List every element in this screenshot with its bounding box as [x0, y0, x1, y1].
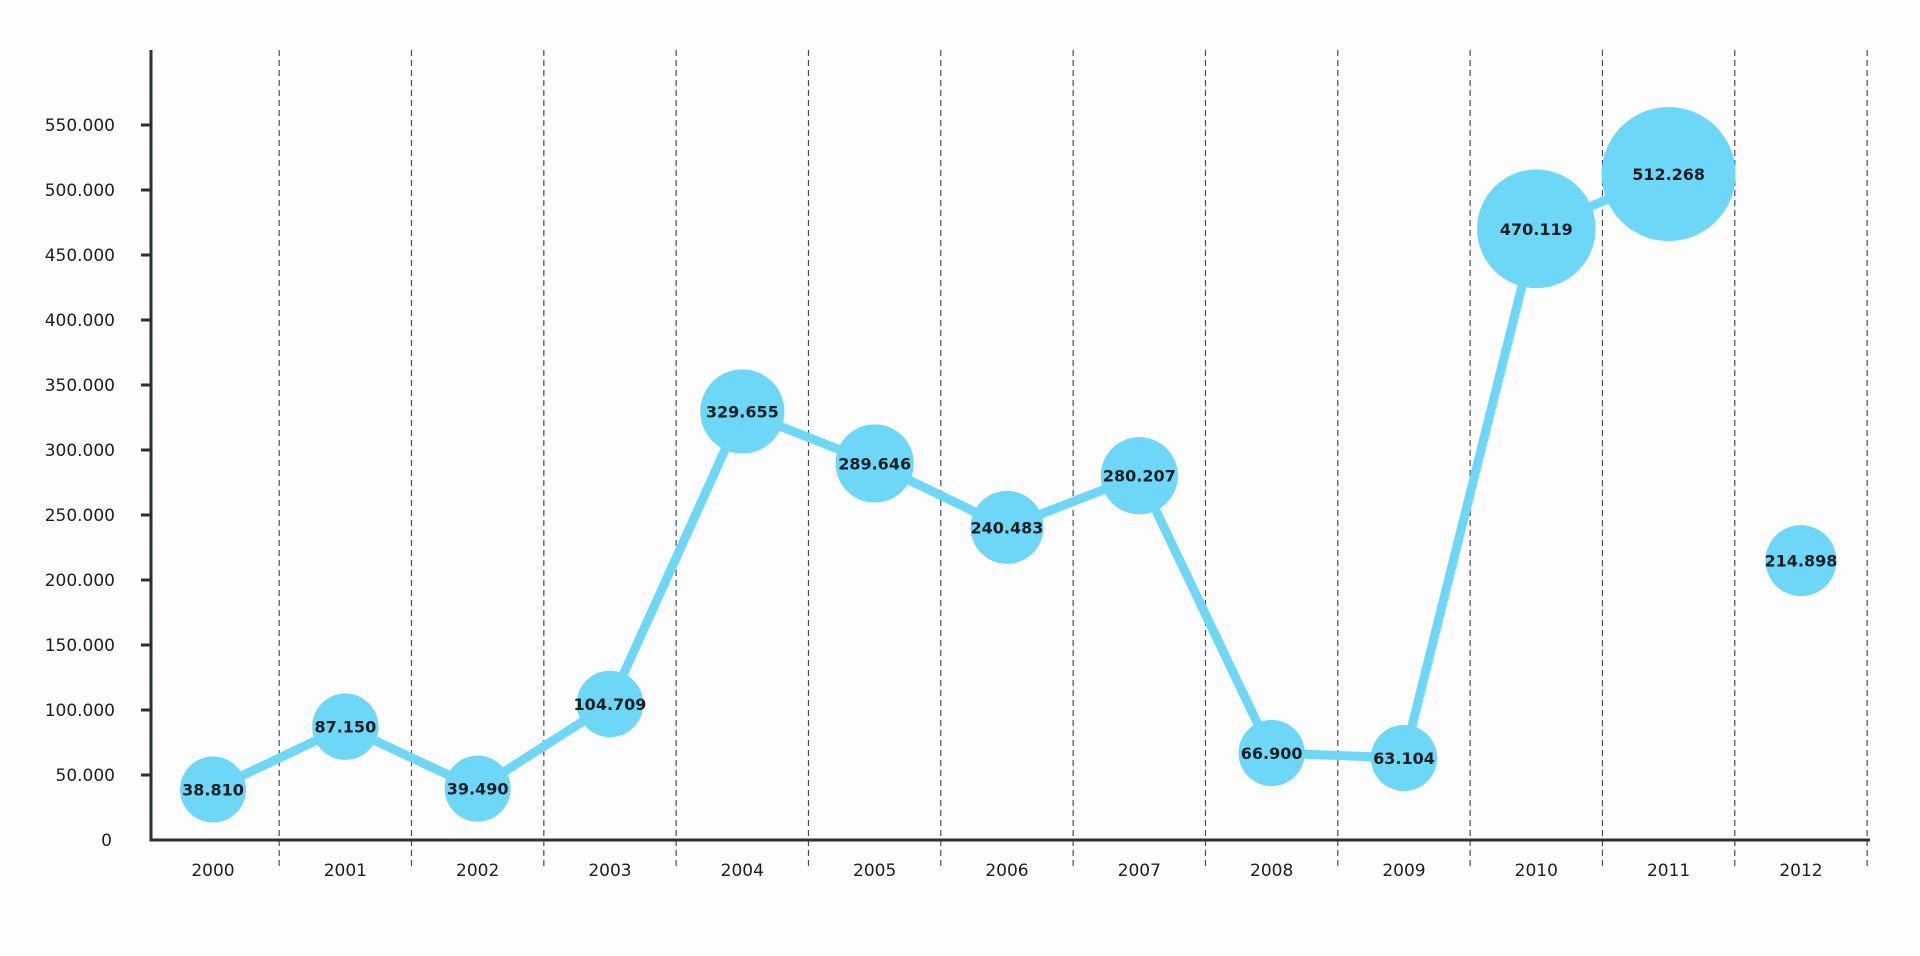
y-tick-label: 400.000: [45, 311, 115, 331]
y-tick-label: 350.000: [45, 376, 115, 396]
data-bubble: [180, 756, 246, 823]
data-bubble: [835, 424, 914, 503]
data-label: 240.483: [971, 518, 1044, 537]
x-tick-label: 2002: [456, 861, 499, 881]
series-bubbles: 38.810 87.150 39.490 104.709 329.655 289.646 2…: [180, 107, 1838, 823]
x-ticks: 2000 2001 2002 2003 2004 2005 2006 2007 2008 2009…: [191, 861, 1822, 881]
x-tick-label: 2006: [985, 861, 1028, 881]
y-tick-label: 0: [101, 831, 112, 851]
x-tick-label: 2000: [191, 861, 234, 881]
x-tick-label: 2007: [1118, 861, 1161, 881]
y-tick-label: 50.000: [56, 766, 115, 786]
data-label: 329.655: [706, 402, 779, 421]
x-tick-label: 2008: [1250, 861, 1293, 881]
y-ticks: 0 50.000 100.000 150.000 200.000 250.000 300.0…: [45, 116, 151, 851]
y-tick-label: 100.000: [45, 701, 115, 721]
x-tick-label: 2005: [853, 861, 896, 881]
data-label: 280.207: [1103, 467, 1176, 486]
x-tick-label: 2009: [1382, 861, 1425, 881]
y-tick-label: 300.000: [45, 441, 115, 461]
data-bubble: [1477, 169, 1596, 289]
x-tick-label: 2012: [1779, 861, 1822, 881]
data-bubble: [970, 490, 1044, 564]
y-tick-label: 250.000: [45, 506, 115, 526]
data-bubble: [700, 369, 785, 454]
data-bubble: [1601, 107, 1736, 242]
data-label: 66.900: [1241, 744, 1303, 763]
y-tick-label: 550.000: [45, 116, 115, 136]
data-label: 104.709: [574, 695, 647, 714]
data-label: 289.646: [838, 454, 911, 473]
y-tick-label: 200.000: [45, 571, 115, 591]
data-bubble: [1238, 719, 1305, 787]
vertical-grid: [278, 50, 1868, 870]
data-label: 470.119: [1500, 220, 1573, 239]
data-bubble: [312, 693, 379, 760]
y-tick-label: 150.000: [45, 636, 115, 656]
x-tick-label: 2010: [1515, 861, 1558, 881]
x-tick-label: 2003: [588, 861, 631, 881]
x-tick-label: 2004: [721, 861, 764, 881]
x-tick-label: 2001: [324, 861, 367, 881]
data-label: 63.104: [1373, 749, 1435, 768]
data-label: 38.810: [182, 781, 244, 800]
data-bubble: [576, 670, 644, 738]
data-label: 87.150: [314, 718, 376, 737]
data-bubble: [1100, 437, 1178, 515]
data-label: 512.268: [1632, 165, 1705, 184]
data-label: 214.898: [1765, 552, 1838, 571]
data-bubble: [444, 755, 511, 822]
y-tick-label: 450.000: [45, 246, 115, 266]
x-tick-label: 2011: [1647, 861, 1690, 881]
data-label: 39.490: [447, 780, 509, 799]
data-bubble: [1370, 724, 1438, 792]
data-bubble: [1765, 525, 1837, 597]
y-tick-label: 500.000: [45, 181, 115, 201]
